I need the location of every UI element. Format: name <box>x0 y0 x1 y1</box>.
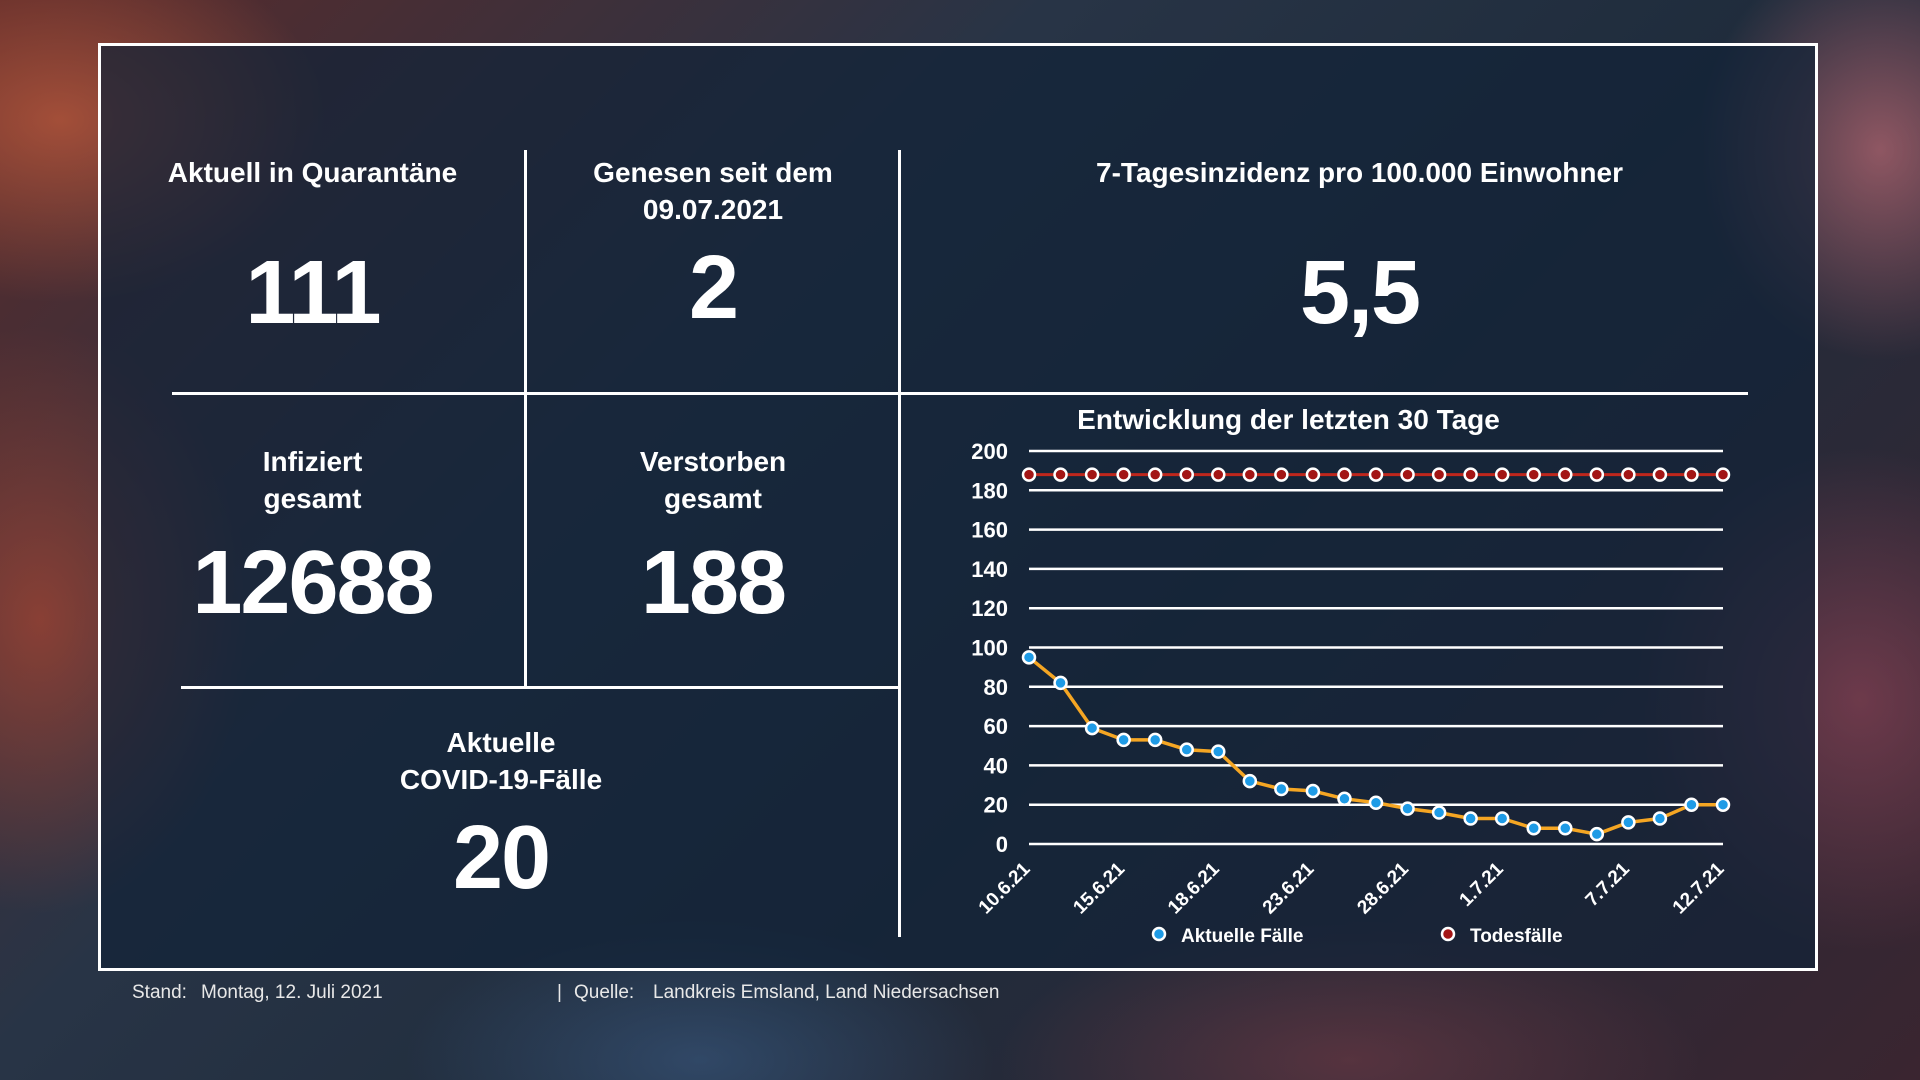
x-tick-label: 28.6.21 <box>1353 858 1413 918</box>
footer-stand-label: Stand: <box>132 982 187 1003</box>
y-tick-label: 60 <box>984 714 1008 739</box>
legend-label-deaths: Todesfälle <box>1470 926 1563 947</box>
chart-title: Entwicklung der letzten 30 Tage <box>1077 404 1500 435</box>
divider-horizontal-top <box>172 392 1748 395</box>
deaths-point <box>1400 467 1415 482</box>
divider-vertical-right <box>898 150 901 937</box>
x-tick-label: 7.7.21 <box>1582 858 1635 911</box>
deaths-point <box>1526 467 1541 482</box>
footer-source-value: Landkreis Emsland, Land Niedersachsen <box>653 982 1000 1003</box>
deaths-point <box>1337 467 1352 482</box>
deaths-point <box>1494 467 1510 482</box>
current-cases-point <box>1147 732 1163 748</box>
y-tick-label: 80 <box>984 675 1008 700</box>
y-tick-label: 100 <box>971 636 1008 661</box>
y-tick-label: 20 <box>984 793 1008 818</box>
current-cases-point <box>1652 811 1668 826</box>
y-tick-label: 180 <box>971 478 1008 503</box>
recovered-title: Genesen seit dem 09.07.2021 <box>593 157 833 225</box>
current-cases-point <box>1715 797 1731 812</box>
deaths-point <box>1558 467 1573 482</box>
deaths-point <box>1684 467 1699 482</box>
footer-stand-value: Montag, 12. Juli 2021 <box>201 982 383 1003</box>
current-cases-point <box>1053 675 1068 691</box>
current-cases-title: Aktuelle COVID-19-Fälle <box>399 727 603 795</box>
deceased-title: Verstorben gesamt <box>639 446 787 514</box>
incidence-title: 7-Tagesinzidenz pro 100.000 Einwohner <box>1096 157 1623 188</box>
x-tick-label: 18.6.21 <box>1164 858 1224 918</box>
x-tick-label: 12.7.21 <box>1669 858 1729 918</box>
deaths-point <box>1274 467 1289 482</box>
current-cases-point <box>1084 720 1100 736</box>
deaths-point <box>1621 467 1636 482</box>
current-cases-point <box>1684 797 1699 812</box>
deaths-point <box>1053 467 1068 482</box>
y-tick-label: 160 <box>971 518 1008 543</box>
deaths-point <box>1116 467 1131 482</box>
recovered-value: 2 <box>688 238 739 338</box>
deaths-point <box>1179 467 1194 482</box>
x-tick-label: 15.6.21 <box>1069 858 1129 918</box>
deaths-point <box>1242 467 1258 482</box>
current-cases-point <box>1494 811 1510 826</box>
incidence-value: 5,5 <box>1299 243 1421 343</box>
legend-marker-current-cases <box>1151 926 1167 942</box>
current-cases-point <box>1463 811 1478 826</box>
deaths-point <box>1305 467 1321 482</box>
infected-value: 12688 <box>192 533 434 633</box>
current-cases-point <box>1368 795 1384 810</box>
current-cases-point <box>1242 773 1258 789</box>
current-cases-point <box>1021 650 1037 665</box>
current-cases-point <box>1621 815 1636 830</box>
current-cases-point <box>1211 744 1226 759</box>
y-tick-label: 120 <box>971 596 1008 621</box>
current-cases-point <box>1526 821 1541 836</box>
deaths-point <box>1368 467 1384 482</box>
current-cases-point <box>1558 821 1573 836</box>
legend-label-current-cases: Aktuelle Fälle <box>1181 926 1304 947</box>
deaths-point <box>1652 467 1668 482</box>
y-tick-label: 140 <box>971 557 1008 582</box>
quarantine-value: 111 <box>245 243 381 343</box>
divider-horizontal-bottom <box>181 686 901 689</box>
deaths-point <box>1147 467 1163 482</box>
current-cases-point <box>1431 805 1447 820</box>
legend-marker-deaths <box>1440 926 1456 942</box>
deaths-point <box>1715 467 1731 482</box>
current-cases-point <box>1116 732 1131 748</box>
footer-source-label: Quelle: <box>574 982 635 1003</box>
y-tick-label: 0 <box>996 832 1008 857</box>
x-tick-label: 10.6.21 <box>975 858 1035 918</box>
divider-vertical-left <box>524 150 527 688</box>
current-cases-point <box>1400 801 1415 816</box>
y-tick-label: 200 <box>971 439 1008 464</box>
current-cases-point <box>1337 791 1352 807</box>
deceased-value: 188 <box>640 533 787 633</box>
deaths-point <box>1211 467 1226 482</box>
deaths-point <box>1589 467 1605 482</box>
x-tick-label: 1.7.21 <box>1456 858 1509 911</box>
current-cases-point <box>1305 783 1321 799</box>
y-tick-label: 40 <box>984 753 1008 778</box>
deaths-point <box>1431 467 1447 482</box>
x-tick-label: 23.6.21 <box>1259 858 1319 918</box>
quarantine-title: Aktuell in Quarantäne <box>167 157 458 188</box>
deaths-point <box>1463 467 1478 482</box>
current-cases-point <box>1179 742 1194 757</box>
footer-separator: | <box>557 982 562 1003</box>
current-cases-value: 20 <box>452 808 551 908</box>
dashboard-panel: Aktuell in Quarantäne 111 Genesen seit d… <box>98 43 1818 971</box>
deaths-point <box>1021 467 1037 482</box>
deaths-point <box>1084 467 1100 482</box>
infected-title: Infiziert gesamt <box>262 446 363 514</box>
current-cases-point <box>1274 781 1289 797</box>
current-cases-point <box>1589 826 1605 842</box>
